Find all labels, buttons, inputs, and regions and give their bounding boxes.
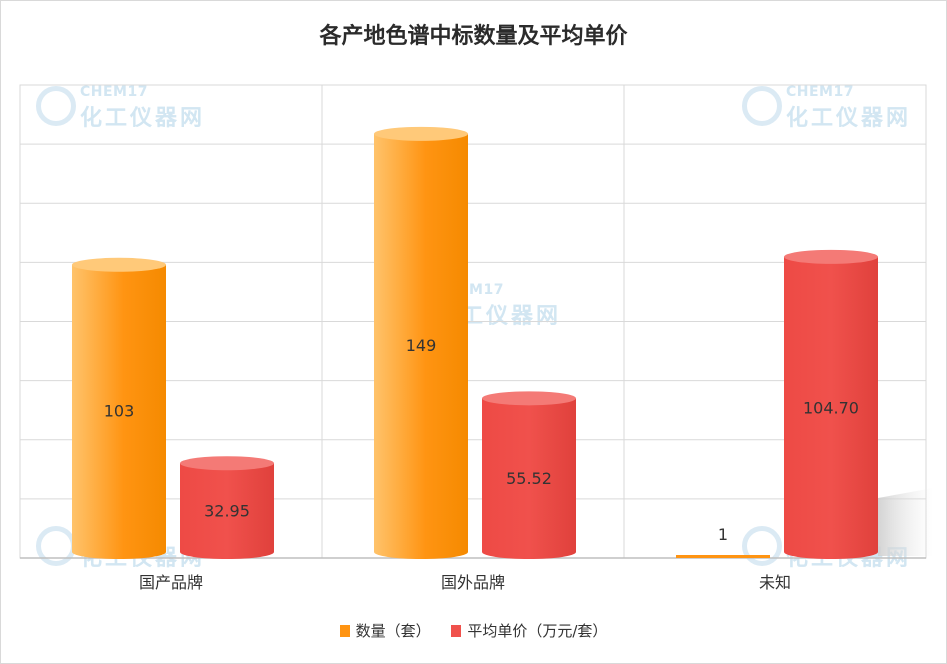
watermark-line2: 化工仪器网 — [80, 106, 206, 131]
legend-label-price: 平均单价（万元/套） — [467, 622, 608, 640]
legend-swatch-price — [451, 624, 462, 637]
bar-price-1-base — [482, 545, 576, 559]
x-tick-label-2: 未知 — [759, 573, 791, 592]
bar-shadow — [878, 488, 933, 556]
watermark-line1: CHEM17 — [80, 84, 148, 100]
bar-price-1-top — [482, 391, 576, 406]
bar-quantity-1-top — [374, 126, 468, 141]
bar-price-0-base — [180, 545, 274, 559]
legend-item-quantity: 数量（套） — [339, 620, 431, 641]
data-label-price-2: 104.70 — [803, 398, 859, 417]
watermark-logo-icon — [742, 526, 782, 566]
bar-price-0-top — [180, 456, 274, 471]
watermark-logo-icon — [36, 86, 76, 126]
chart-legend: 数量（套） 平均单价（万元/套） — [0, 620, 947, 641]
bar-price-0 — [180, 463, 274, 552]
legend-label-quantity: 数量（套） — [355, 622, 431, 640]
watermark-line2: 化工仪器网 — [786, 106, 912, 131]
bar-quantity-1 — [374, 133, 468, 552]
bar-quantity-0-base — [72, 545, 166, 559]
legend-swatch-quantity — [339, 624, 350, 637]
bar-price-2-base — [784, 545, 878, 559]
bar-price-1 — [482, 398, 576, 552]
data-label-quantity-2: 1 — [718, 525, 728, 544]
bar-price-2-top — [784, 249, 878, 264]
data-label-price-1: 55.52 — [506, 469, 552, 488]
data-label-quantity-0: 103 — [104, 401, 135, 420]
watermark-line1: CHEM17 — [786, 84, 854, 100]
x-tick-label-1: 国外品牌 — [441, 573, 505, 592]
bar-quantity-0 — [72, 264, 166, 552]
legend-item-price: 平均单价（万元/套） — [451, 620, 607, 641]
watermark-top-left: CHEM17 化工仪器网 — [36, 84, 206, 132]
bar-quantity-1-base — [374, 545, 468, 559]
chart-title: 各产地色谱中标数量及平均单价 — [319, 24, 628, 49]
bar-quantity-0-top — [72, 257, 166, 272]
data-label-price-0: 32.95 — [204, 502, 250, 521]
watermark-top-right: CHEM17 化工仪器网 — [742, 84, 912, 132]
bar-quantity-2 — [676, 555, 770, 558]
x-tick-label-0: 国产品牌 — [139, 573, 203, 592]
bar-price-2 — [784, 256, 878, 552]
watermark-logo-icon — [742, 86, 782, 126]
data-label-quantity-1: 149 — [406, 336, 437, 355]
